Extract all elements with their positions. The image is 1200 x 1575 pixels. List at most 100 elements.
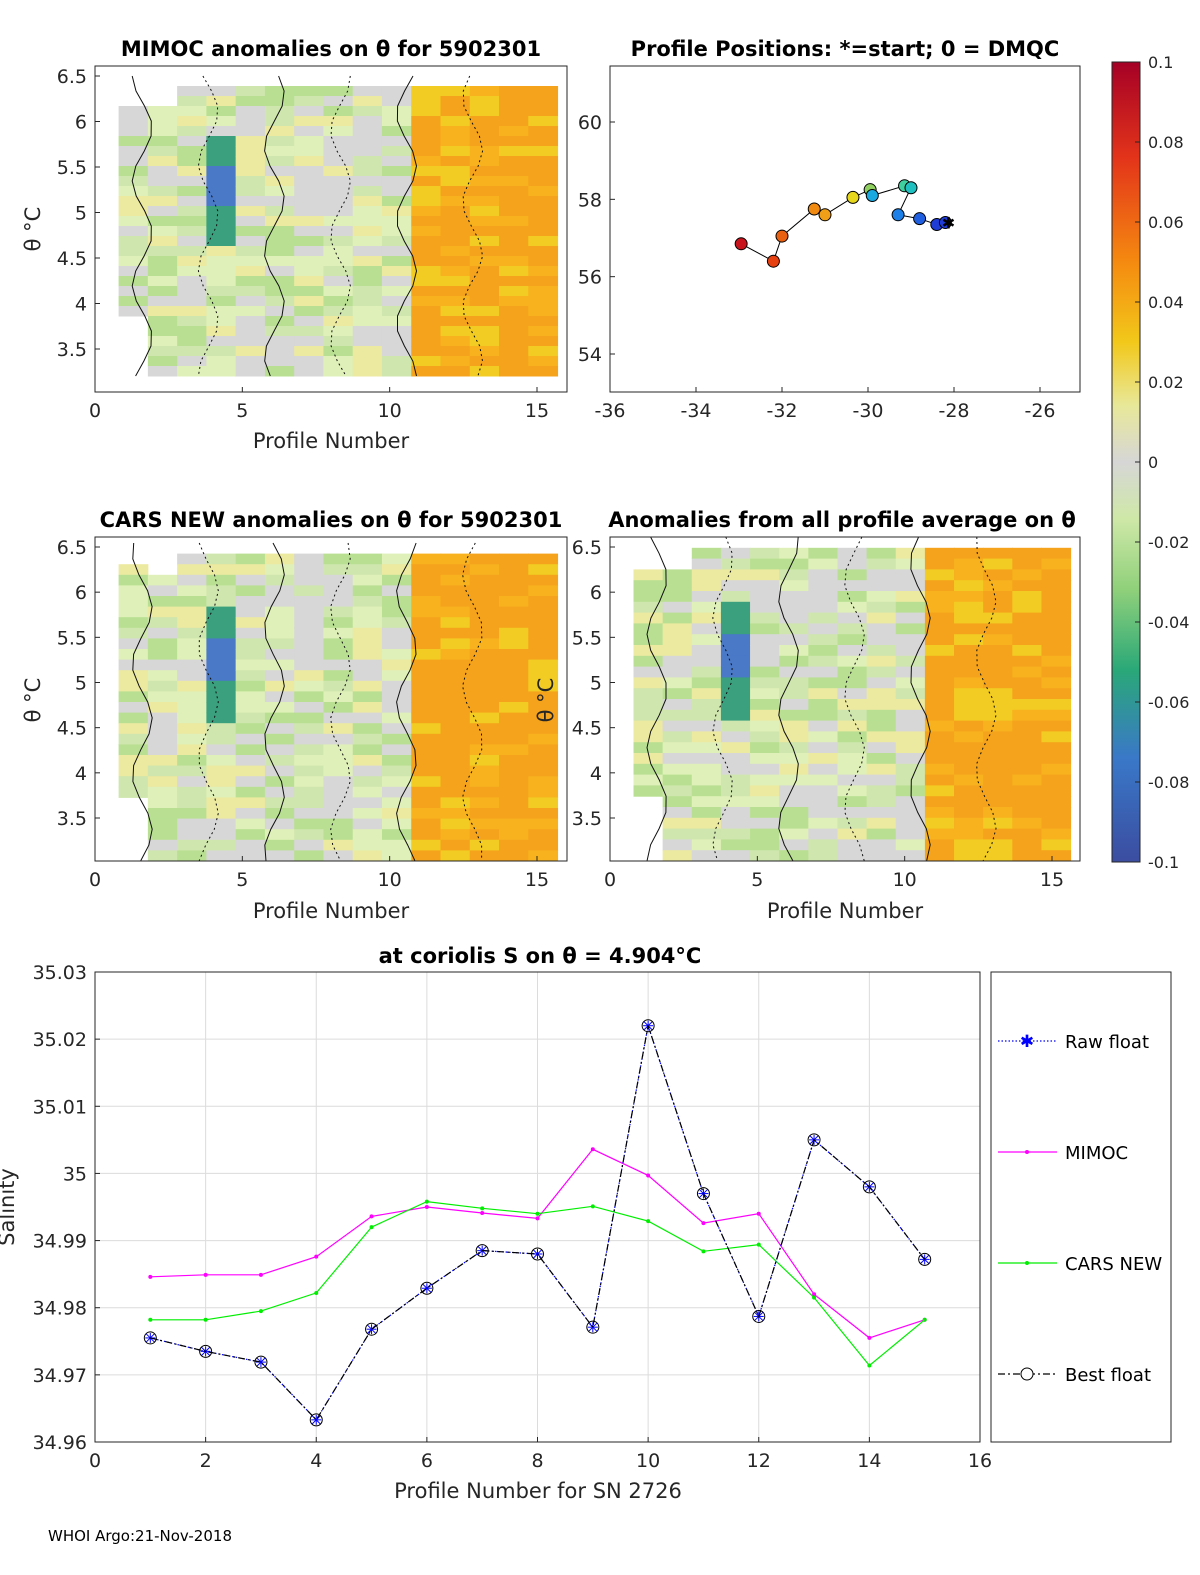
heatmap-cell bbox=[440, 606, 471, 618]
heatmap-cell bbox=[499, 306, 529, 317]
heatmap-cell bbox=[264, 786, 295, 798]
heatmap-cell bbox=[662, 753, 693, 765]
heatmap-cell bbox=[323, 680, 354, 692]
heatmap-cell bbox=[177, 286, 207, 297]
heatmap-cell bbox=[895, 720, 926, 732]
heatmap-cell bbox=[206, 786, 237, 798]
heatmap-cell bbox=[1012, 547, 1042, 560]
mimoc-panel: MIMOC anomalies on θ for 5902301 6.5 6 5.5… bbox=[21, 37, 568, 453]
avg-axes-box bbox=[609, 536, 1081, 862]
heatmap-cell bbox=[469, 670, 500, 682]
heatmap-cell bbox=[235, 627, 266, 639]
heatmap-cell bbox=[499, 126, 529, 137]
heatmap-cell bbox=[808, 677, 838, 689]
heatmap-cell bbox=[924, 720, 955, 732]
heatmap-cell bbox=[352, 691, 383, 703]
heatmap-cell bbox=[1012, 666, 1042, 678]
heatmap-cell bbox=[381, 326, 412, 337]
heatmap-cell bbox=[528, 306, 559, 317]
heatmap-cell bbox=[206, 818, 237, 830]
heatmap-cell bbox=[206, 839, 237, 851]
heatmap-cell bbox=[352, 336, 383, 347]
heatmap-cell bbox=[177, 723, 207, 735]
heatmap-cell bbox=[235, 226, 266, 237]
heatmap-cell bbox=[177, 356, 207, 367]
heatmap-cell bbox=[352, 206, 383, 217]
heatmap-cell bbox=[528, 186, 559, 197]
series-point bbox=[641, 1019, 655, 1033]
heatmap-cell bbox=[352, 606, 383, 618]
heatmap-cell bbox=[294, 196, 324, 207]
heatmap-cell bbox=[381, 226, 412, 237]
heatmap-cell bbox=[264, 346, 295, 357]
heatmap-cell bbox=[895, 839, 926, 851]
heatmap-cell bbox=[147, 691, 178, 703]
heatmap-cell bbox=[895, 601, 926, 614]
heatmap-cell bbox=[147, 106, 178, 117]
heatmap-cell bbox=[264, 744, 295, 756]
heatmap-cell bbox=[323, 306, 354, 317]
heatmap-cell bbox=[352, 176, 383, 187]
heatmap-cell bbox=[924, 785, 955, 797]
heatmap-cell bbox=[528, 366, 559, 377]
heatmap-cell bbox=[352, 850, 383, 862]
heatmap-cell bbox=[499, 723, 529, 735]
series-point bbox=[311, 1414, 322, 1425]
heatmap-cell bbox=[895, 645, 926, 657]
heatmap-cell bbox=[499, 659, 529, 671]
heatmap-cell bbox=[720, 677, 751, 689]
heatmap-cell bbox=[1012, 688, 1042, 700]
mimoc-title: MIMOC anomalies on θ for 5902301 bbox=[121, 37, 541, 61]
heatmap-cell bbox=[924, 828, 955, 840]
heatmap-cell bbox=[264, 659, 295, 671]
heatmap-cell bbox=[1012, 817, 1042, 830]
heatmap-cell bbox=[837, 666, 868, 678]
profile-position-marker bbox=[938, 216, 952, 230]
heatmap-cell bbox=[323, 196, 354, 207]
heatmap-cell bbox=[1041, 580, 1072, 592]
heatmap-cell bbox=[983, 688, 1013, 700]
heatmap-cell bbox=[323, 356, 354, 367]
heatmap-cell bbox=[808, 807, 838, 819]
cars-panel: CARS NEW anomalies on θ for 5902301 6.56… bbox=[21, 508, 568, 923]
heatmap-cell bbox=[983, 547, 1013, 560]
heatmap-cell bbox=[381, 306, 412, 317]
heatmap-cell bbox=[147, 680, 178, 692]
heatmap-cell bbox=[206, 606, 237, 618]
heatmap-cell bbox=[779, 807, 809, 819]
heatmap-cell bbox=[954, 612, 984, 624]
heatmap-cell bbox=[352, 839, 383, 851]
heatmap-cell bbox=[440, 797, 471, 809]
heatmap-cell bbox=[528, 627, 559, 639]
heatmap-cell bbox=[633, 774, 664, 786]
heatmap-cell bbox=[323, 156, 354, 167]
contour-line bbox=[132, 542, 153, 862]
heatmap-cell bbox=[381, 346, 412, 357]
heatmap-cell bbox=[323, 712, 354, 724]
avg-y-ticks: 6.5 6 5.5 5 4.5 4 3.5 bbox=[572, 537, 615, 830]
heatmap-cell bbox=[895, 591, 926, 603]
heatmap-cell bbox=[411, 818, 442, 830]
heatmap-cell bbox=[837, 688, 868, 700]
heatmap-cell bbox=[206, 585, 237, 597]
series-point bbox=[918, 1252, 932, 1266]
legend-marker bbox=[1025, 1150, 1029, 1154]
heatmap-cell bbox=[411, 670, 442, 682]
heatmap-cell bbox=[352, 276, 383, 287]
heatmap-cell bbox=[528, 256, 559, 267]
heatmap-cell bbox=[206, 166, 237, 177]
heatmap-cell bbox=[177, 744, 207, 756]
heatmap-cell bbox=[381, 196, 412, 207]
heatmap-cell bbox=[499, 356, 529, 367]
heatmap-cell bbox=[352, 786, 383, 798]
heatmap-cell bbox=[177, 755, 207, 767]
heatmap-cell bbox=[264, 553, 295, 565]
heatmap-cell bbox=[294, 256, 324, 267]
heatmap-cell bbox=[528, 574, 559, 586]
heatmap-cell bbox=[206, 617, 237, 629]
heatmap-cell bbox=[720, 601, 751, 614]
heatmap-cell bbox=[235, 246, 266, 257]
heatmap-cell bbox=[264, 366, 295, 377]
heatmap-cell bbox=[352, 733, 383, 745]
heatmap-cell bbox=[177, 246, 207, 257]
